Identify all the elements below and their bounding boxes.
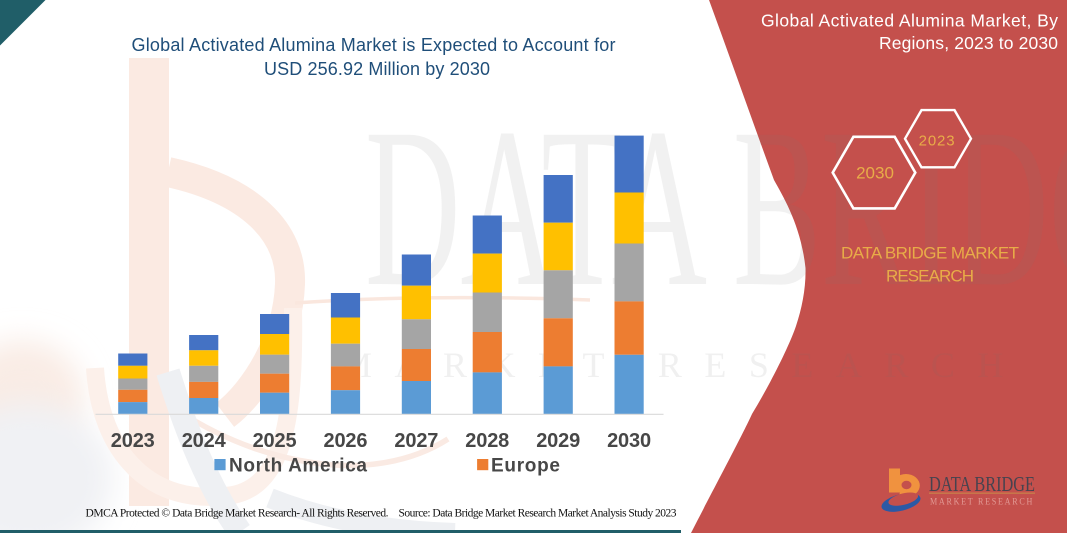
svg-text:Global Activated Alumina Marke: Global Activated Alumina Market, By bbox=[761, 10, 1058, 30]
svg-text:2028: 2028 bbox=[465, 430, 509, 452]
svg-text:DATA BRIDGE MARKET: DATA BRIDGE MARKET bbox=[841, 244, 1019, 263]
svg-text:2025: 2025 bbox=[253, 430, 297, 452]
svg-text:Source: Data Bridge Market Res: Source: Data Bridge Market Research Mark… bbox=[399, 508, 677, 520]
svg-text:RESEARCH: RESEARCH bbox=[886, 267, 974, 286]
svg-text:Regions, 2023 to 2030: Regions, 2023 to 2030 bbox=[879, 33, 1058, 53]
svg-text:DATA BRIDGE: DATA BRIDGE bbox=[929, 472, 1035, 496]
svg-text:North America: North America bbox=[229, 456, 367, 477]
svg-text:2030: 2030 bbox=[856, 164, 894, 183]
svg-text:2029: 2029 bbox=[536, 430, 580, 452]
svg-text:MARKET RESEARCH: MARKET RESEARCH bbox=[340, 345, 1026, 385]
svg-text:MARKET RESEARCH: MARKET RESEARCH bbox=[930, 498, 1034, 508]
svg-text:2023: 2023 bbox=[111, 430, 155, 452]
svg-text:2027: 2027 bbox=[394, 430, 438, 452]
svg-text:USD 256.92 Million by 2030: USD 256.92 Million by 2030 bbox=[264, 59, 490, 79]
svg-text:2030: 2030 bbox=[607, 430, 651, 452]
svg-text:DMCA Protected © Data Bridge M: DMCA Protected © Data Bridge Market Rese… bbox=[86, 508, 389, 520]
svg-text:Europe: Europe bbox=[491, 456, 560, 477]
svg-text:DATA BRIDGE: DATA BRIDGE bbox=[365, 82, 1067, 334]
svg-text:2024: 2024 bbox=[182, 430, 227, 452]
svg-text:2023: 2023 bbox=[919, 133, 955, 150]
svg-text:Global Activated Alumina Marke: Global Activated Alumina Market is Expec… bbox=[132, 35, 616, 55]
svg-text:2026: 2026 bbox=[324, 430, 368, 452]
